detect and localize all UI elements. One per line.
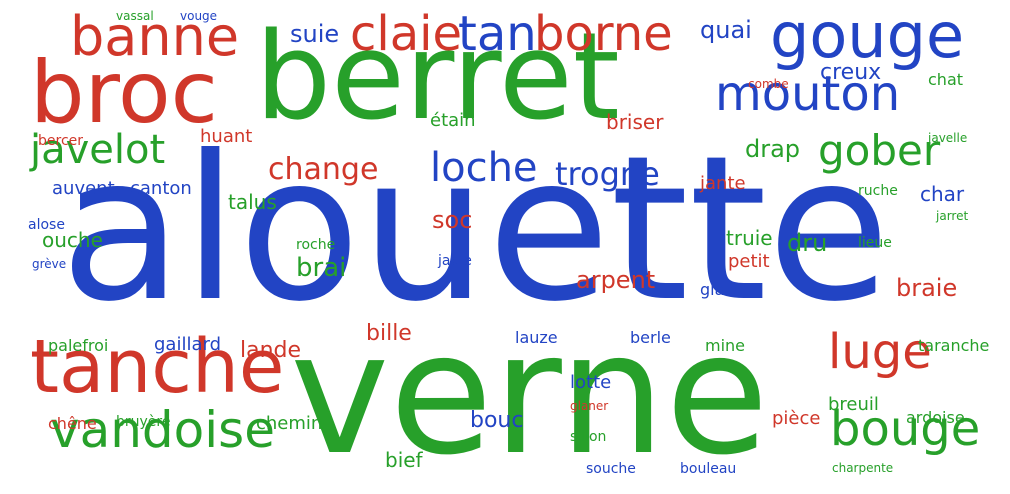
word-mouton: mouton — [715, 66, 901, 122]
word-etain: étain — [430, 110, 476, 131]
word-petit: petit — [728, 251, 770, 272]
word-tan: tan — [458, 6, 537, 62]
word-mine: mine — [705, 336, 746, 355]
word-lauze: lauze — [515, 328, 558, 347]
word-sillon: sillon — [570, 429, 607, 445]
word-chat: chat — [928, 70, 964, 89]
word-berle: berle — [630, 328, 671, 347]
word-alouette: alouette — [60, 113, 891, 346]
word-berret: berret — [255, 8, 620, 147]
word-combe: combe — [748, 77, 789, 91]
word-briser: briser — [606, 110, 664, 134]
word-auvent: auvent — [52, 178, 115, 199]
word-bouleau: bouleau — [680, 461, 737, 477]
word-trogne: trogne — [555, 155, 660, 193]
word-breuil: breuil — [828, 394, 879, 415]
word-claie: claie — [350, 6, 463, 62]
word-creux: creux — [820, 60, 882, 85]
word-charpente: charpente — [832, 461, 894, 475]
word-jable: jable — [438, 253, 472, 269]
word-palefroi: palefroi — [48, 336, 109, 355]
word-braie: braie — [896, 274, 958, 302]
word-bruyere: bruyère — [116, 414, 171, 430]
word-dru: dru — [787, 229, 828, 257]
word-ardoise: ardoise — [906, 408, 965, 427]
word-jarret: jarret — [936, 209, 969, 223]
word-drap: drap — [745, 135, 801, 163]
word-change: change — [268, 152, 379, 187]
word-lotte: lotte — [570, 372, 612, 393]
word-roche: roche — [296, 237, 336, 253]
word-bouc: bouc — [470, 408, 524, 433]
word-glaise: glaise — [700, 280, 748, 299]
word-truie: truie — [726, 226, 773, 250]
word-gouge: gouge — [770, 0, 965, 72]
word-quai: quai — [700, 16, 752, 44]
word-jante: jante — [700, 173, 746, 194]
word-huant: huant — [200, 126, 253, 147]
word-gaillard: gaillard — [154, 334, 221, 355]
word-lande: lande — [240, 338, 302, 363]
word-glaner: glaner — [570, 399, 609, 413]
word-taranche: taranche — [918, 336, 990, 355]
word-vandoise: vandoise — [50, 401, 275, 459]
word-ouche: ouche — [42, 228, 103, 252]
word-bercer: bercer — [38, 133, 84, 149]
word-luge: luge — [828, 324, 932, 380]
word-lieue: lieue — [858, 235, 892, 251]
word-piece: pièce — [772, 408, 821, 429]
word-chemin: chemin — [256, 413, 323, 434]
word-canton: canton — [130, 178, 192, 199]
word-arpent: arpent — [576, 266, 656, 294]
word-chene: chêne — [48, 414, 97, 433]
word-souche: souche — [586, 461, 636, 477]
word-char: char — [920, 182, 965, 206]
word-borne: borne — [534, 6, 673, 62]
word-bille: bille — [366, 321, 412, 346]
word-greve: grève — [32, 257, 67, 271]
word-soc: soc — [432, 206, 473, 234]
word-talus: talus — [228, 190, 277, 214]
word-brai: brai — [296, 253, 347, 283]
word-vassal: vassal — [116, 9, 154, 23]
word-broc: broc — [30, 43, 218, 143]
word-loche: loche — [430, 145, 538, 191]
word-ruche: ruche — [858, 183, 898, 199]
word-bief: bief — [385, 448, 423, 472]
word-tanche: tanche — [30, 324, 285, 410]
word-javelot: javelot — [30, 127, 166, 173]
word-gober: gober — [818, 126, 941, 175]
word-banne: banne — [70, 5, 240, 68]
word-vouge: vouge — [180, 9, 218, 23]
word-suie: suie — [290, 20, 340, 48]
word-bouge: bouge — [830, 401, 981, 457]
word-alose: alose — [28, 217, 65, 233]
word-javelle: javelle — [928, 131, 968, 145]
word-verne: verne — [290, 296, 769, 492]
